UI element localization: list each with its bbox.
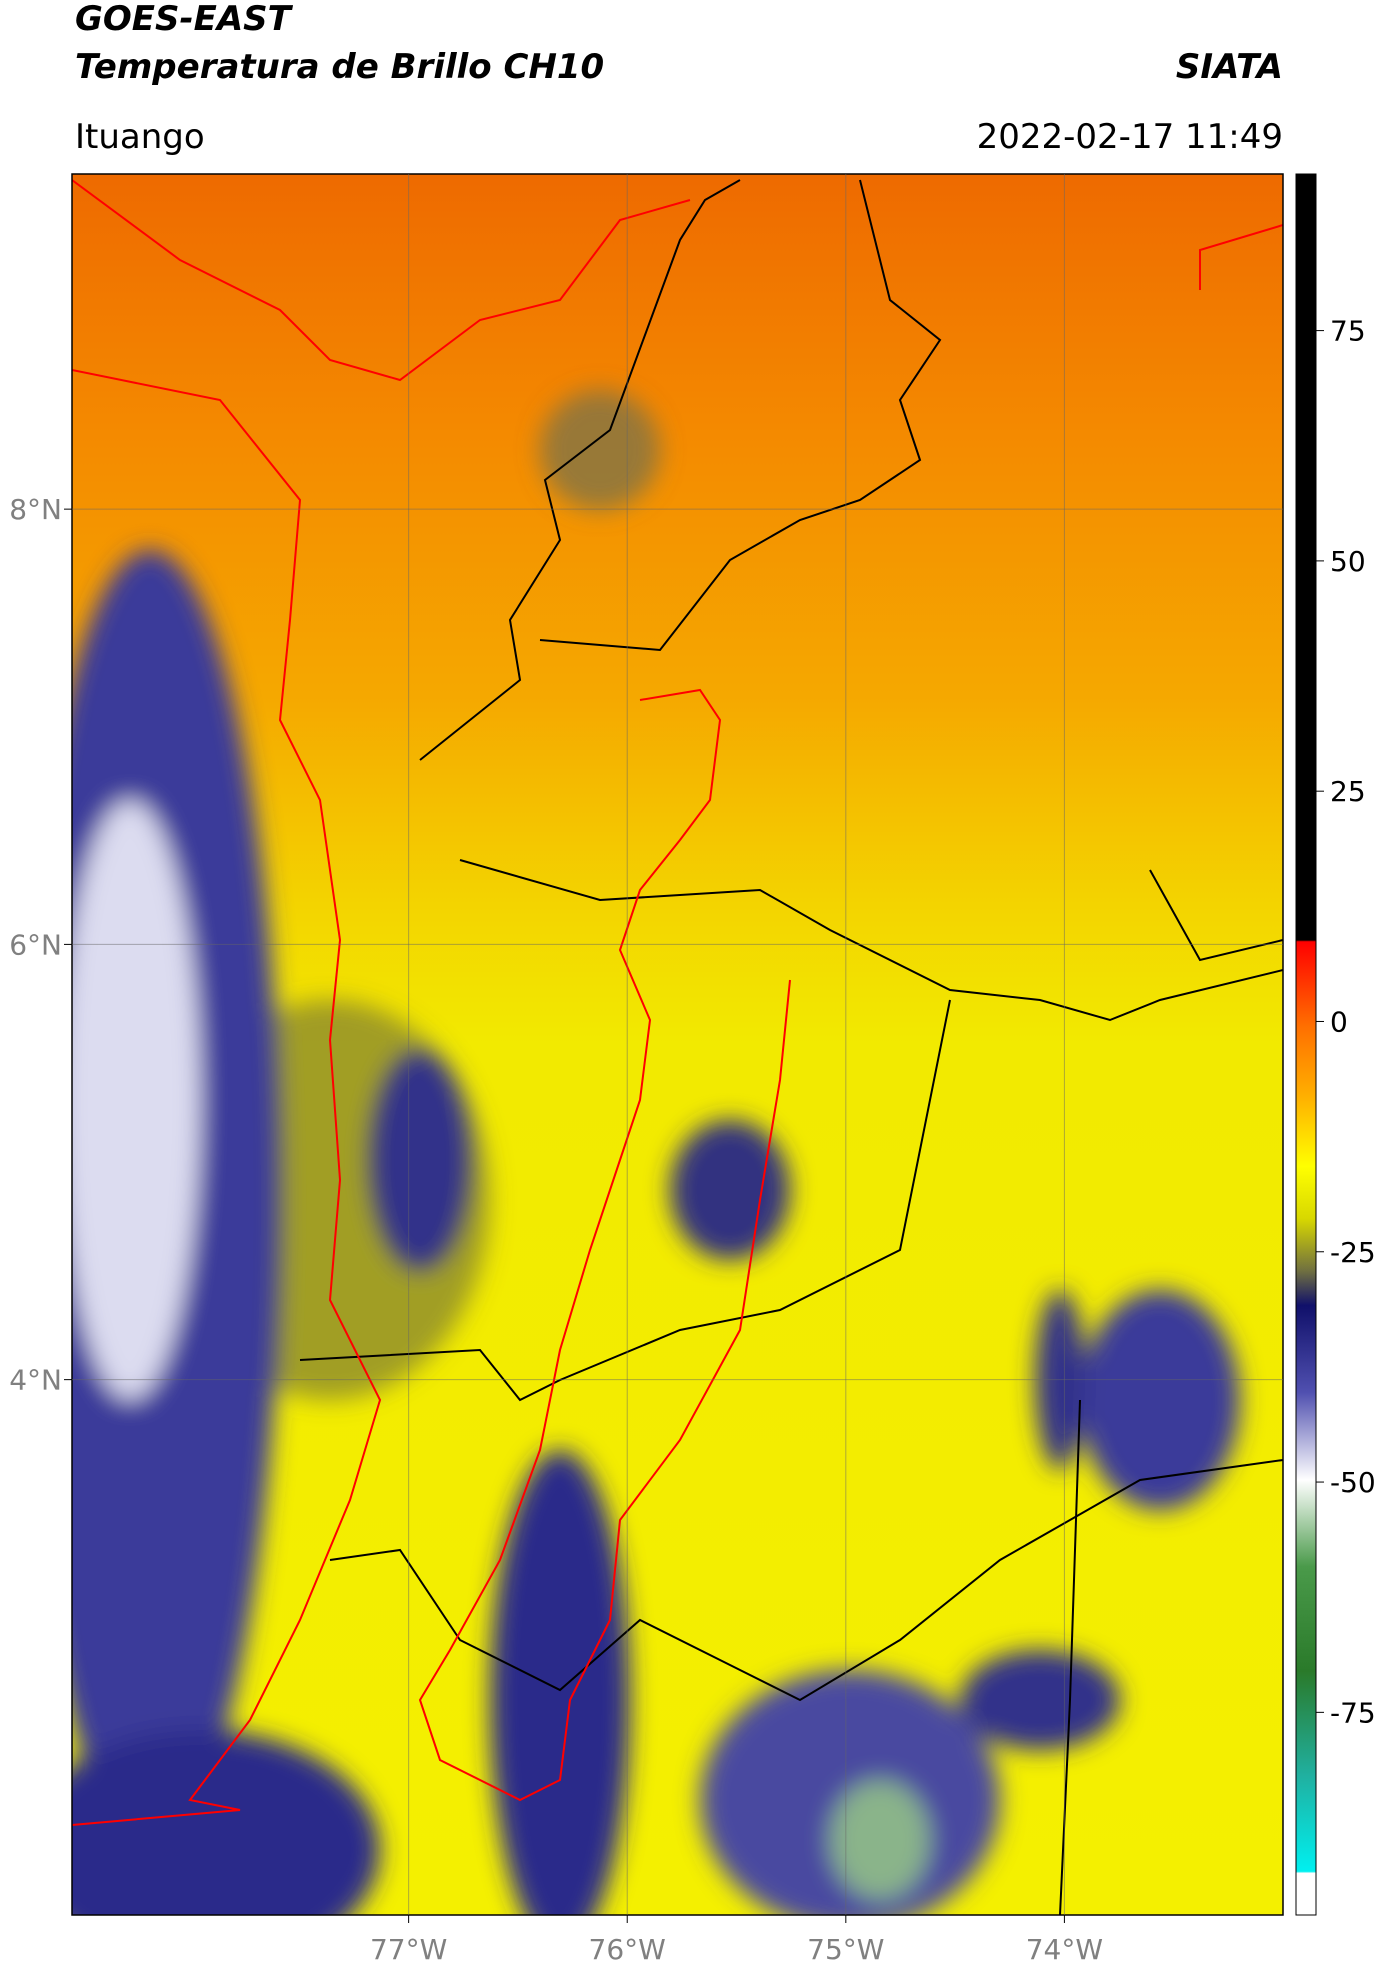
lon-label: 75°W — [807, 1933, 884, 1966]
lon-label: 77°W — [370, 1933, 447, 1966]
datetime: 2022-02-17 11:49 — [977, 117, 1283, 157]
colorbar — [1295, 173, 1317, 1916]
colorbar-label: -25 — [1330, 1236, 1376, 1269]
colorbar-label: 25 — [1330, 775, 1366, 808]
colorbar-label: -75 — [1330, 1696, 1376, 1729]
lat-label: 8°N — [9, 493, 62, 526]
colorbar-label: 75 — [1330, 315, 1366, 348]
region: Ituango — [75, 117, 205, 157]
source: SIATA — [1176, 47, 1283, 87]
lon-label: 76°W — [589, 1933, 666, 1966]
colorbar-label: 0 — [1330, 1005, 1348, 1038]
lat-label: 6°N — [9, 928, 62, 961]
map-frame — [71, 173, 1284, 1916]
lat-label: 4°N — [9, 1364, 62, 1397]
lon-label: 74°W — [1026, 1933, 1103, 1966]
title: GOES-EAST — [75, 0, 294, 39]
satellite-image — [72, 174, 1283, 1915]
colorbar-label: 50 — [1330, 545, 1366, 578]
colorbar-label: -50 — [1330, 1466, 1376, 1499]
subtitle: Temperatura de Brillo CH10 — [75, 47, 604, 87]
